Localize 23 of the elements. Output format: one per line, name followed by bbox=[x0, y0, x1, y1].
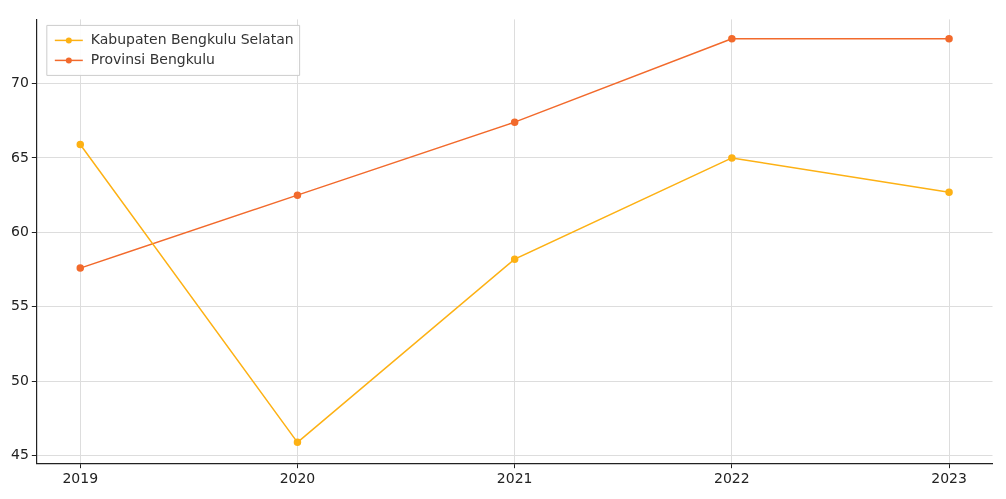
y-tick-label: 55 bbox=[10, 297, 29, 314]
x-tick-label: 2021 bbox=[496, 470, 533, 487]
point bbox=[945, 35, 953, 43]
x-tick-label: 2022 bbox=[714, 470, 750, 487]
point bbox=[76, 264, 85, 272]
point bbox=[293, 191, 302, 199]
point bbox=[293, 438, 302, 447]
y-tick-label: 65 bbox=[10, 148, 29, 165]
x-tick-label: 2019 bbox=[62, 470, 99, 487]
point bbox=[510, 118, 519, 126]
x-tick-label: 2020 bbox=[279, 470, 316, 487]
y-tick-label: 70 bbox=[10, 74, 29, 91]
point bbox=[945, 188, 953, 196]
y-tick-label: 60 bbox=[10, 223, 29, 240]
y-tick-label: 45 bbox=[10, 446, 29, 463]
legend-label: Kabupaten Bengkulu Selatan bbox=[90, 31, 294, 48]
point bbox=[76, 140, 85, 149]
legend-label: Provinsi Bengkulu bbox=[90, 51, 215, 68]
point bbox=[510, 255, 519, 263]
x-tick-label: 2023 bbox=[931, 470, 967, 487]
point bbox=[728, 154, 736, 162]
point bbox=[728, 35, 736, 43]
y-tick-label: 50 bbox=[10, 371, 29, 388]
